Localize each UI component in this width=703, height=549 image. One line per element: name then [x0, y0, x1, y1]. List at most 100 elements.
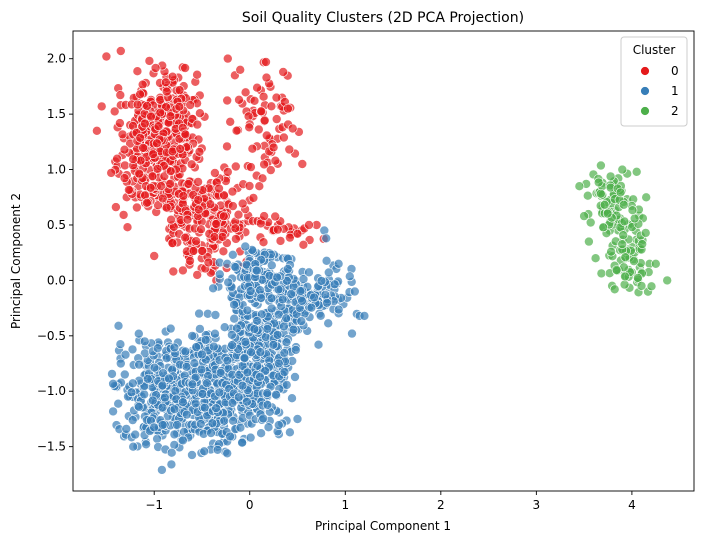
data-point — [627, 205, 638, 215]
data-point — [249, 96, 260, 106]
data-point — [119, 173, 130, 183]
data-point — [219, 190, 229, 200]
data-point — [263, 422, 274, 433]
legend-marker-2 — [640, 106, 650, 116]
data-point — [127, 415, 138, 425]
data-point — [285, 232, 295, 243]
data-point — [153, 200, 163, 210]
data-point — [283, 103, 293, 114]
data-point — [209, 232, 220, 242]
data-point — [228, 250, 238, 260]
data-point — [233, 209, 244, 220]
data-point — [618, 230, 629, 240]
x-tick-label: −1 — [145, 498, 163, 512]
data-point — [246, 162, 256, 172]
data-point — [126, 387, 137, 398]
data-point — [161, 86, 172, 97]
data-point — [181, 361, 192, 372]
data-point — [199, 446, 209, 457]
data-point — [120, 160, 130, 171]
data-point — [120, 349, 131, 360]
data-point — [140, 118, 150, 129]
data-point — [313, 339, 324, 350]
data-point — [277, 294, 288, 305]
data-point — [170, 386, 181, 396]
data-point — [153, 121, 164, 131]
data-point — [169, 404, 180, 415]
data-point — [178, 397, 188, 408]
data-point — [193, 177, 203, 187]
data-point — [222, 355, 233, 366]
data-point — [290, 372, 300, 382]
data-point — [214, 387, 225, 398]
data-point — [598, 222, 609, 233]
data-point — [138, 143, 148, 153]
data-point — [287, 123, 298, 134]
data-point — [298, 274, 309, 284]
data-point — [161, 202, 172, 213]
data-point — [239, 353, 250, 363]
data-point — [161, 77, 171, 88]
data-point — [192, 119, 203, 130]
data-point — [197, 389, 208, 399]
data-point — [256, 309, 267, 320]
data-point — [287, 393, 297, 404]
data-point — [295, 286, 306, 296]
data-point — [262, 324, 273, 334]
data-point — [246, 347, 256, 358]
y-tick-label: 0.5 — [47, 218, 66, 232]
x-tick-label: 4 — [628, 498, 636, 512]
data-point — [270, 155, 281, 166]
data-point — [584, 236, 594, 247]
data-points — [92, 46, 673, 475]
data-point — [165, 166, 176, 176]
data-point — [258, 413, 269, 424]
data-point — [304, 220, 314, 230]
data-point — [256, 293, 266, 303]
data-point — [229, 299, 239, 310]
data-point — [127, 344, 138, 355]
data-point — [116, 358, 126, 369]
data-point — [617, 164, 628, 175]
data-point — [258, 237, 269, 247]
data-point — [281, 337, 292, 348]
data-point — [128, 154, 138, 164]
data-point — [135, 89, 145, 100]
legend-label-2: 2 — [671, 104, 679, 118]
data-point — [180, 63, 190, 73]
data-point — [191, 236, 201, 246]
data-point — [640, 228, 651, 238]
data-point — [248, 193, 259, 203]
data-point — [296, 316, 307, 326]
chart-title: Soil Quality Clusters (2D PCA Projection… — [242, 10, 524, 26]
data-point — [208, 283, 218, 294]
data-point — [227, 329, 237, 340]
data-point — [631, 167, 642, 177]
data-point — [286, 289, 297, 299]
data-point — [284, 144, 295, 155]
data-point — [319, 225, 330, 236]
data-point — [231, 125, 242, 136]
y-axis: −1.5 −1.0 −0.5 0.0 0.5 1.0 1.5 2.0 — [37, 52, 73, 454]
data-point — [315, 310, 326, 321]
data-point — [272, 272, 282, 283]
data-point — [228, 201, 238, 211]
y-tick-label: −0.5 — [37, 329, 66, 343]
data-point — [237, 437, 247, 448]
data-point — [279, 132, 289, 143]
data-point — [333, 304, 344, 315]
data-point — [166, 447, 177, 458]
data-point — [223, 277, 233, 288]
x-axis: −1 0 1 2 3 4 — [145, 491, 636, 512]
data-point — [92, 126, 102, 136]
data-point — [637, 239, 648, 249]
data-point — [596, 160, 606, 171]
data-point — [271, 92, 282, 103]
data-point — [134, 328, 144, 339]
data-point — [178, 191, 189, 201]
legend-box — [620, 36, 688, 127]
data-point — [235, 422, 246, 433]
data-point — [172, 420, 182, 430]
data-point — [629, 256, 639, 266]
data-point — [157, 420, 168, 430]
